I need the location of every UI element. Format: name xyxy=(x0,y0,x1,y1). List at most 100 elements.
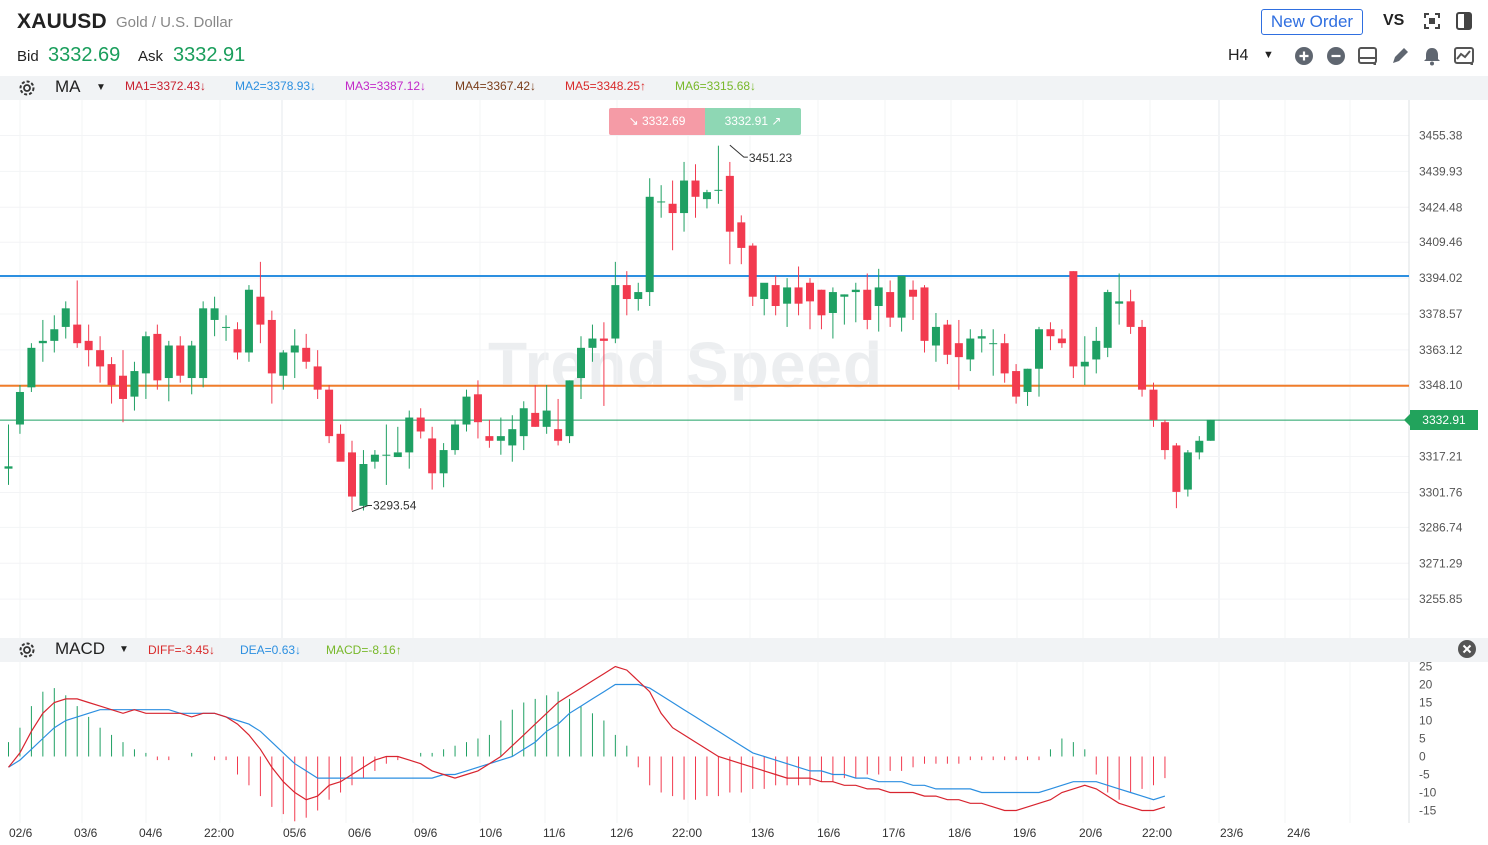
candle[interactable] xyxy=(577,336,585,399)
candle[interactable] xyxy=(473,380,482,439)
candle[interactable] xyxy=(599,322,608,406)
candle[interactable] xyxy=(313,350,322,399)
candle[interactable] xyxy=(496,417,505,455)
candle[interactable] xyxy=(737,215,746,265)
candle[interactable] xyxy=(1046,322,1055,351)
candle[interactable] xyxy=(1206,419,1215,441)
candle[interactable] xyxy=(542,385,551,434)
candle[interactable] xyxy=(989,329,998,376)
candle[interactable] xyxy=(748,243,757,307)
chevron-down-icon[interactable]: ▼ xyxy=(96,82,106,93)
candle[interactable] xyxy=(1012,364,1021,404)
candle[interactable] xyxy=(1057,329,1066,348)
chart-type-icon[interactable] xyxy=(1357,45,1379,67)
candle[interactable] xyxy=(1080,336,1089,386)
timeframe-selector[interactable]: H4 xyxy=(1228,47,1249,64)
candle[interactable] xyxy=(863,273,872,330)
candle[interactable] xyxy=(668,180,677,251)
candle[interactable] xyxy=(1183,450,1192,497)
candle[interactable] xyxy=(771,275,780,316)
layout-icon[interactable] xyxy=(1453,10,1475,32)
candle[interactable] xyxy=(1023,368,1032,406)
candle[interactable] xyxy=(1138,319,1147,397)
candle[interactable] xyxy=(451,419,460,455)
candle[interactable] xyxy=(794,266,803,316)
candle[interactable] xyxy=(657,185,666,218)
chevron-down-icon[interactable]: ▼ xyxy=(119,644,129,655)
macd-chart[interactable]: 25 20 15 10 5 0 -5 -10 -15 xyxy=(0,662,1488,823)
candle[interactable] xyxy=(531,385,540,427)
draw-pencil-icon[interactable] xyxy=(1389,45,1411,67)
candle[interactable] xyxy=(84,324,93,367)
candle[interactable] xyxy=(954,319,963,390)
candle[interactable] xyxy=(702,189,711,209)
candle[interactable] xyxy=(611,261,620,344)
candle[interactable] xyxy=(256,261,265,344)
candle[interactable] xyxy=(851,282,860,323)
candle[interactable] xyxy=(50,315,59,353)
chevron-down-icon[interactable]: ▼ xyxy=(1263,49,1274,61)
candle[interactable] xyxy=(783,278,792,327)
candle[interactable] xyxy=(233,322,242,360)
candle[interactable] xyxy=(1103,289,1112,358)
candle[interactable] xyxy=(1172,443,1181,509)
candle[interactable] xyxy=(634,282,643,311)
candle[interactable] xyxy=(977,329,986,353)
candle[interactable] xyxy=(1126,289,1135,334)
candle[interactable] xyxy=(806,278,814,330)
candle[interactable] xyxy=(416,408,425,439)
candle[interactable] xyxy=(38,319,47,362)
candle[interactable] xyxy=(141,331,150,399)
candle[interactable] xyxy=(1092,326,1101,374)
close-icon[interactable] xyxy=(1458,640,1476,658)
candle[interactable] xyxy=(302,333,311,369)
candle[interactable] xyxy=(119,350,127,423)
candle[interactable] xyxy=(588,324,597,362)
candle[interactable] xyxy=(897,275,906,332)
candle[interactable] xyxy=(290,329,299,379)
candle[interactable] xyxy=(1000,333,1009,383)
candle[interactable] xyxy=(325,385,334,444)
candle[interactable] xyxy=(107,357,116,404)
candle[interactable] xyxy=(153,324,162,390)
candle[interactable] xyxy=(943,319,952,365)
vs-button[interactable]: VS xyxy=(1383,12,1405,29)
candle[interactable] xyxy=(4,424,13,485)
candle[interactable] xyxy=(1160,419,1169,460)
candle[interactable] xyxy=(714,145,723,204)
bid-badge[interactable]: ↘ 3332.69 xyxy=(609,108,705,135)
candle[interactable] xyxy=(267,310,276,404)
candle[interactable] xyxy=(680,161,689,232)
candle[interactable] xyxy=(348,440,356,511)
candle[interactable] xyxy=(1115,273,1124,325)
candle[interactable] xyxy=(439,443,448,488)
candle[interactable] xyxy=(931,312,940,362)
candle[interactable] xyxy=(622,271,631,316)
candle[interactable] xyxy=(691,164,700,218)
gear-icon[interactable] xyxy=(17,640,37,660)
candle[interactable] xyxy=(817,289,826,330)
indicator-icon[interactable] xyxy=(1453,45,1475,67)
candle[interactable] xyxy=(130,361,139,411)
candle[interactable] xyxy=(966,329,975,372)
candle[interactable] xyxy=(244,285,253,362)
candle[interactable] xyxy=(565,380,574,444)
new-order-button[interactable]: New Order xyxy=(1261,9,1363,35)
candle[interactable] xyxy=(15,385,24,434)
candle[interactable] xyxy=(405,410,414,469)
candle[interactable] xyxy=(382,424,391,485)
candle[interactable] xyxy=(222,315,231,341)
candle[interactable] xyxy=(840,294,849,325)
candle[interactable] xyxy=(199,301,208,388)
candle[interactable] xyxy=(1195,436,1204,460)
candle[interactable] xyxy=(909,280,918,320)
candle[interactable] xyxy=(874,268,883,332)
ma-indicator-name[interactable]: MA xyxy=(55,77,81,96)
candle[interactable] xyxy=(176,336,185,383)
candle[interactable] xyxy=(1149,382,1158,427)
candle[interactable] xyxy=(508,415,517,462)
zoom-out-icon[interactable] xyxy=(1325,45,1347,67)
candle[interactable] xyxy=(210,296,219,337)
candle[interactable] xyxy=(920,285,929,353)
candle[interactable] xyxy=(27,343,36,392)
